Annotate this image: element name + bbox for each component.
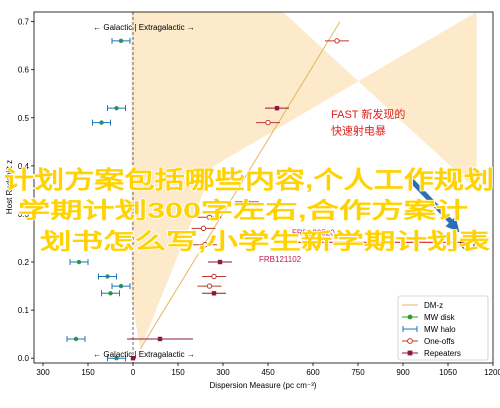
repeater-point [157,336,163,342]
one-off-point [265,119,271,126]
y-tick-label: 0.3 [18,210,30,219]
repeater-point [274,105,280,111]
repeater-point [211,291,217,296]
x-axis-label: Dispersion Measure (pc cm⁻³) [210,381,317,390]
x-tick-label: 450 [261,368,275,377]
x-tick-label: 600 [306,368,320,377]
legend: DM-z MW disk MW halo One-offs Repeaters [397,295,489,361]
fast-point [465,240,470,245]
legend-label: MW halo [424,325,456,334]
watermark: 计划方案包括哪些内容,个人工作规划学期计划300字左右,合作方案计划书怎么写,小… [3,165,495,255]
annotation-label: FRB121102 [259,255,302,264]
y-tick-label: 0.7 [18,18,30,27]
watermark-line: 学期计划300字左右,合作方案计 [18,198,468,223]
dm-z-line [140,21,341,349]
legend-dot-marker [407,314,413,320]
one-off-point [200,225,207,232]
x-tick-label: 750 [351,368,365,377]
legend-square-marker [407,350,413,356]
y-tick-label: 0.0 [18,354,30,363]
arrow-head [445,216,460,233]
repeater-point [130,355,136,361]
x-tick-label: 1050 [439,368,457,377]
legend-label: DM-z [424,301,443,310]
dm-z-band [131,12,477,349]
one-off-point [334,38,340,44]
top-divider-label: ← Galactic | Extragalactic → [93,23,195,32]
x-tick-label: 150 [81,368,95,377]
one-off-point [206,214,213,221]
x-tick-label: 0 [131,368,136,377]
y-tick-label: 0.4 [18,162,30,171]
one-off-point [202,242,208,248]
y-tick-label: 0.6 [18,66,30,75]
y-tick-label: 0.1 [18,306,30,315]
x-tick-label: 150 [171,368,185,377]
legend-circle-marker [407,338,413,344]
annotation-label: FAST 新发现的 [331,107,405,121]
y-axis-label: Host Redshift z [5,160,14,214]
y-tick-label: 0.2 [18,258,30,267]
annotation-label: 快速射电暴 [331,124,386,138]
x-tick-label: 900 [396,368,410,377]
legend-label: Repeaters [424,349,461,358]
legend-box [397,295,489,361]
legend-label: MW disk [424,313,456,322]
bottom-divider-label: ← Galactic | Extragalactic → [93,350,195,359]
one-off-point [244,199,250,205]
one-off-point [211,273,217,280]
one-off-point [206,283,213,289]
x-tick-label: 300 [216,368,230,377]
watermark-line: 计划方案包括哪些内容,个人工作规划 [4,166,494,194]
fast-point-ring [460,234,475,250]
x-tick-label: 300 [36,368,50,377]
annotation-label: FRB190520 [292,229,335,238]
repeater-point [217,259,223,265]
watermark-line: 划书怎么写,小学生新学期计划表 [40,229,491,254]
y-tick-label: 0.5 [18,114,30,123]
plot-frame [33,11,494,364]
legend-label: One-offs [424,337,455,346]
x-tick-label: 1200 [484,368,500,377]
arrow-shaft [408,177,458,229]
